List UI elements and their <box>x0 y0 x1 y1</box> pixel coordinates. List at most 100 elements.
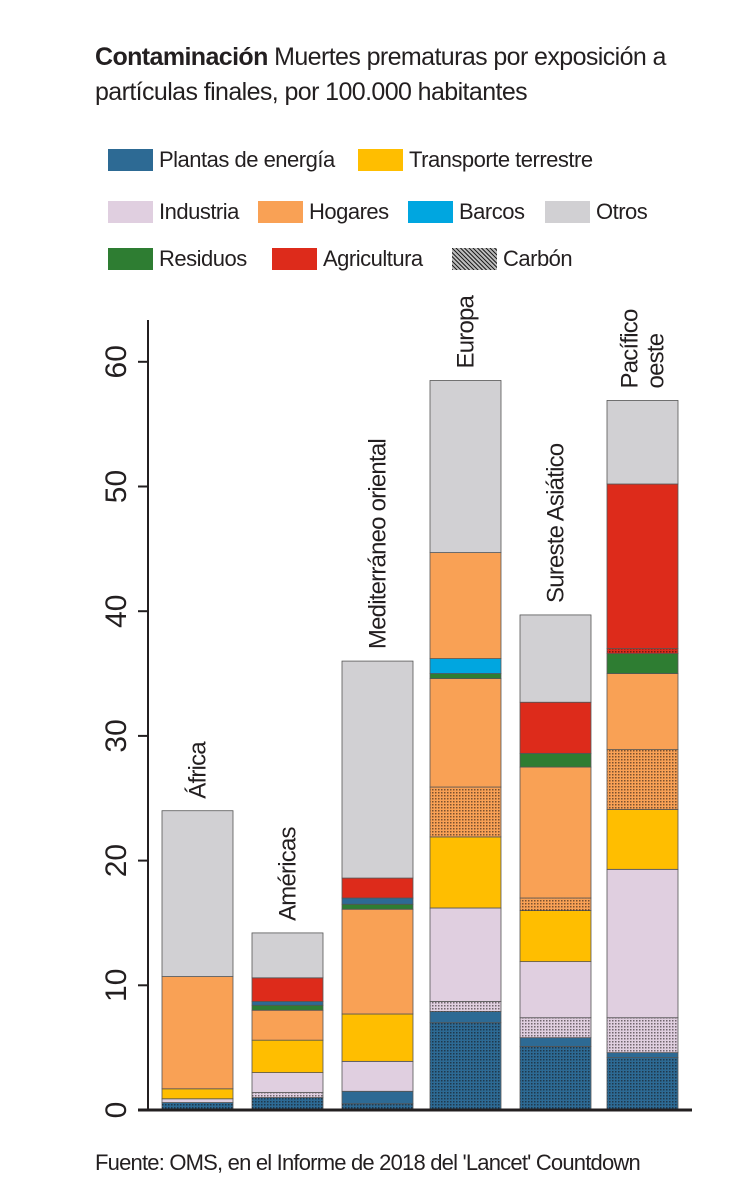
bar-segment-industria <box>606 868 679 1019</box>
bar-segment-plantas <box>341 897 414 905</box>
bar-3: Europa <box>429 294 502 1111</box>
bar-segment-plantas <box>251 1001 324 1006</box>
coal-overlay <box>607 1057 678 1110</box>
coal-overlay <box>252 1097 323 1110</box>
legend-label: Residuos <box>159 246 247 271</box>
y-tick-label: 20 <box>100 844 133 877</box>
y-tick-label: 60 <box>100 345 133 378</box>
bar-segment-otros <box>429 380 502 553</box>
bar-segment-industria <box>429 907 502 1002</box>
bar-segment-otros <box>341 660 414 879</box>
bar-label: oeste <box>643 333 670 388</box>
bar-segment-agricultura <box>606 483 679 650</box>
bar-segment-barcos <box>429 658 502 674</box>
bar-segment-industria <box>251 1072 324 1093</box>
y-tick-label: 10 <box>100 969 133 1002</box>
bar-segment-hogares <box>429 678 502 788</box>
coal-overlay <box>520 1017 591 1038</box>
y-tick-label: 30 <box>100 719 133 752</box>
bar-segment-otros <box>519 614 592 703</box>
legend-swatch-carbon <box>452 248 497 270</box>
legend-item-carbon: Carbón <box>452 246 573 272</box>
legend-label: Plantas de energía <box>159 147 335 172</box>
legend-item-otros: Otros <box>545 199 648 225</box>
y-tick-label: 40 <box>100 595 133 628</box>
coal-overlay <box>430 787 501 837</box>
bar-segment-transporte <box>161 1088 234 1100</box>
bar-segment-hogares <box>161 976 234 1090</box>
coal-overlay <box>342 1103 413 1110</box>
bar-segment-residuos <box>519 752 592 768</box>
bar-segment-hogares <box>251 1009 324 1041</box>
bar-label: Sureste Asiático <box>543 443 570 603</box>
bar-segment-hogares <box>519 766 592 899</box>
coal-overlay <box>607 749 678 810</box>
legend-label: Carbón <box>503 246 573 271</box>
legend-item-plantas: Plantas de energía <box>108 147 335 173</box>
legend-item-barcos: Barcos <box>408 199 525 225</box>
legend-label: Hogares <box>309 199 389 224</box>
legend-label: Transporte terrestre <box>409 147 593 172</box>
bar-2: Mediterráneo oriental <box>341 439 414 1111</box>
bar-segment-industria <box>519 961 592 1019</box>
legend-swatch-transporte <box>358 149 403 171</box>
legend-swatch-otros <box>545 201 590 223</box>
axes-group: 0 10 20 30 40 50 60 <box>100 320 692 1118</box>
legend-item-residuos: Residuos <box>108 246 247 272</box>
bars-group: África Américas Mediterráneo oriental Europ… <box>161 294 679 1111</box>
legend-swatch-plantas <box>108 149 153 171</box>
legend-item-hogares: Hogares <box>258 199 389 225</box>
chart-title: Contaminación Muertes prematuras por exp… <box>95 40 715 110</box>
bar-label: Mediterráneo oriental <box>365 439 392 649</box>
bar-segment-agricultura <box>341 877 414 899</box>
bar-segment-transporte <box>341 1013 414 1062</box>
bar-label: Pacífico <box>617 309 644 388</box>
bar-1: Américas <box>251 827 324 1111</box>
coal-overlay <box>520 898 591 911</box>
legend-label: Barcos <box>459 199 525 224</box>
bar-segment-transporte <box>429 836 502 909</box>
coal-overlay <box>252 1092 323 1098</box>
bar-label: Europa <box>453 294 480 368</box>
bar-segment-otros <box>161 810 234 977</box>
bar-segment-hogares <box>606 673 679 751</box>
bar-segment-transporte <box>251 1039 324 1073</box>
legend-swatch-industria <box>108 201 153 223</box>
title-bold: Contaminación <box>95 43 268 71</box>
bar-segment-agricultura <box>519 701 592 754</box>
bar-label: Américas <box>275 827 302 921</box>
legend-swatch-residuos <box>108 248 153 270</box>
coal-overlay <box>607 1017 678 1053</box>
bar-segment-plantas <box>519 1037 592 1047</box>
y-tick-label: 0 <box>100 1102 133 1119</box>
bar-segment-residuos <box>606 653 679 674</box>
legend-swatch-hogares <box>258 201 303 223</box>
y-tick-label: 50 <box>100 470 133 503</box>
legend-swatch-barcos <box>408 201 453 223</box>
coal-overlay <box>430 1022 501 1110</box>
bar-segment-plantas <box>606 1052 679 1059</box>
bar-segment-industria <box>161 1098 234 1103</box>
legend-label: Agricultura <box>323 246 423 271</box>
legend-item-transporte: Transporte terrestre <box>358 147 593 173</box>
coal-overlay <box>607 648 678 654</box>
bar-segment-residuos <box>429 673 502 679</box>
legend-label: Otros <box>596 199 648 224</box>
bar-segment-plantas <box>341 1090 414 1105</box>
bar-0: África <box>161 741 234 1111</box>
bar-segment-otros <box>251 932 324 979</box>
coal-overlay <box>430 1001 501 1012</box>
bar-label: África <box>185 741 212 799</box>
coal-overlay <box>520 1046 591 1110</box>
bar-segment-plantas <box>429 1011 502 1024</box>
legend-item-industria: Industria <box>108 199 239 225</box>
bar-segment-agricultura <box>251 977 324 1002</box>
bar-segment-otros <box>606 400 679 485</box>
bar-segment-industria <box>341 1060 414 1092</box>
source-note: Fuente: OMS, en el Informe de 2018 del '… <box>95 1150 641 1175</box>
bar-segment-transporte <box>519 910 592 963</box>
bar-segment-residuos <box>341 903 414 910</box>
legend-item-agricultura: Agricultura <box>272 246 423 272</box>
